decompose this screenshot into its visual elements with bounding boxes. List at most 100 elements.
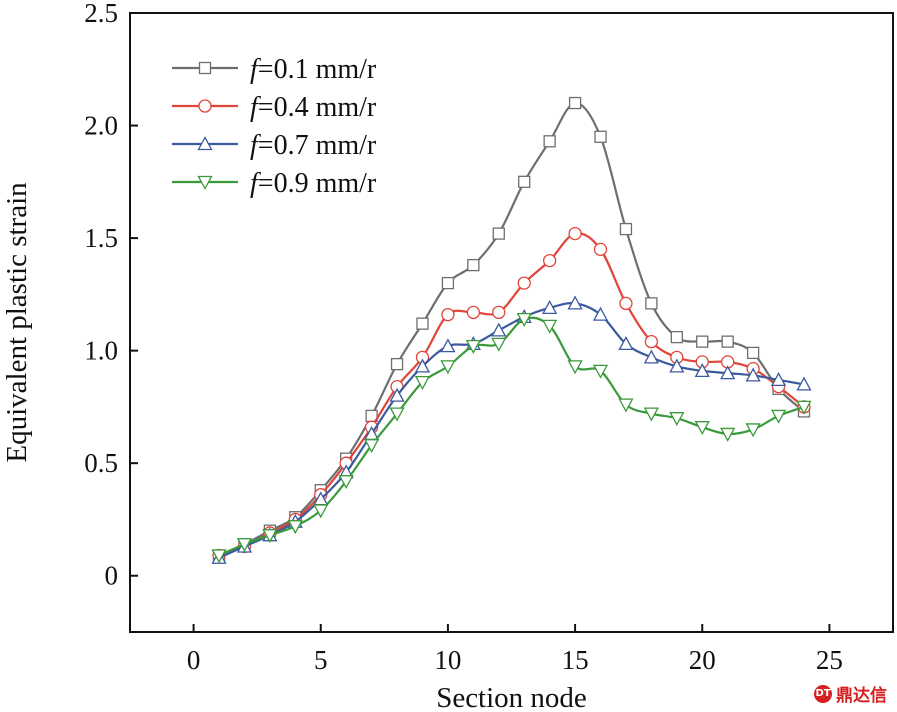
data-point bbox=[466, 305, 481, 320]
data-point bbox=[594, 130, 607, 143]
data-point bbox=[467, 258, 480, 272]
plot-frame bbox=[129, 12, 894, 633]
y-tick-label: 1.0 bbox=[84, 336, 118, 366]
watermark-text: 鼎达信 bbox=[836, 686, 887, 706]
y-tick-label: 2.0 bbox=[84, 111, 118, 141]
data-point bbox=[696, 335, 709, 348]
x-tick-label: 25 bbox=[816, 645, 843, 675]
data-point bbox=[542, 300, 558, 315]
data-point bbox=[745, 367, 761, 382]
data-point bbox=[746, 346, 760, 360]
data-point bbox=[796, 400, 812, 415]
data-point bbox=[491, 337, 507, 352]
legend-label-rest: =0.4 mm/r bbox=[258, 92, 377, 123]
legend-entry-2: f=0.4 mm/r bbox=[172, 92, 377, 123]
data-point bbox=[644, 334, 659, 349]
legend-entry-1: f=0.1 mm/r bbox=[172, 54, 377, 85]
data-point bbox=[770, 372, 787, 387]
legend-label-rest: =0.9 mm/r bbox=[258, 168, 377, 199]
data-point bbox=[619, 222, 633, 236]
data-point bbox=[416, 317, 429, 330]
data-point bbox=[389, 407, 405, 422]
y-tick-label: 0 bbox=[105, 561, 119, 591]
data-point bbox=[770, 409, 787, 424]
data-point bbox=[720, 365, 736, 380]
data-point bbox=[389, 387, 405, 402]
x-tick-label: 0 bbox=[187, 645, 201, 675]
data-point bbox=[694, 363, 710, 378]
data-point bbox=[720, 427, 736, 442]
data-point bbox=[414, 358, 431, 373]
legend-label-rest: =0.1 mm/r bbox=[258, 54, 377, 85]
data-point bbox=[796, 376, 812, 391]
legend-marker bbox=[198, 99, 212, 113]
data-point bbox=[441, 276, 455, 290]
data-point bbox=[441, 307, 455, 322]
data-point bbox=[669, 358, 685, 373]
data-point bbox=[543, 253, 557, 268]
data-point bbox=[414, 375, 431, 391]
data-point bbox=[592, 364, 609, 379]
data-point bbox=[516, 312, 532, 327]
data-point bbox=[492, 227, 505, 240]
series-4 bbox=[211, 312, 812, 564]
data-point bbox=[262, 529, 278, 544]
data-point bbox=[694, 421, 710, 436]
data-point bbox=[619, 296, 633, 311]
y-tick-label: 0.5 bbox=[84, 448, 118, 478]
data-point bbox=[643, 407, 659, 422]
legend-label: f=0.4 mm/r bbox=[250, 92, 377, 123]
legend-label-italic: f bbox=[250, 92, 261, 123]
legend-label-italic: f bbox=[250, 130, 261, 161]
legend-label-italic: f bbox=[250, 168, 261, 199]
data-point bbox=[236, 538, 253, 553]
data-point bbox=[364, 439, 380, 454]
data-point bbox=[670, 330, 683, 344]
watermark-logo: DT 鼎达信 bbox=[814, 681, 887, 706]
data-point bbox=[721, 335, 734, 348]
data-point bbox=[643, 349, 659, 364]
data-point bbox=[390, 357, 404, 371]
series-line bbox=[218, 316, 805, 557]
y-tick-label: 1.5 bbox=[84, 223, 118, 253]
data-point bbox=[593, 242, 608, 256]
logo-icon: DT bbox=[814, 684, 832, 703]
data-point bbox=[440, 338, 456, 353]
data-point bbox=[567, 360, 583, 375]
data-point bbox=[542, 319, 558, 334]
data-point bbox=[567, 295, 583, 310]
data-point bbox=[440, 360, 456, 375]
legend-label-italic: f bbox=[250, 54, 261, 85]
data-point bbox=[592, 306, 609, 321]
data-point bbox=[645, 297, 658, 310]
legend-marker bbox=[197, 175, 213, 190]
data-point bbox=[287, 520, 303, 535]
legend-label: f=0.1 mm/r bbox=[250, 54, 377, 85]
data-point bbox=[669, 412, 685, 427]
legend-label: f=0.7 mm/r bbox=[250, 130, 377, 161]
legend-marker bbox=[197, 136, 213, 151]
data-point bbox=[618, 398, 634, 413]
x-tick-label: 10 bbox=[434, 645, 461, 675]
data-point bbox=[543, 135, 556, 148]
y-tick-label: 2.5 bbox=[84, 0, 118, 28]
legend-label-rest: =0.7 mm/r bbox=[258, 130, 377, 161]
x-tick-label: 5 bbox=[314, 645, 328, 675]
legend-entry-3: f=0.7 mm/r bbox=[172, 130, 377, 161]
x-tick-label: 15 bbox=[562, 645, 589, 675]
legend-label: f=0.9 mm/r bbox=[250, 168, 377, 199]
data-point bbox=[518, 175, 531, 188]
data-point bbox=[491, 322, 507, 337]
legend-marker bbox=[198, 61, 212, 75]
x-tick-label: 20 bbox=[689, 645, 716, 675]
y-axis-label: Equivalent plastic strain bbox=[1, 182, 33, 463]
data-point bbox=[313, 504, 329, 519]
data-point bbox=[517, 276, 531, 290]
data-point bbox=[492, 305, 506, 320]
data-point bbox=[465, 339, 481, 354]
data-point bbox=[568, 226, 582, 241]
data-point bbox=[338, 475, 354, 490]
data-point bbox=[618, 336, 634, 351]
legend-entry-4: f=0.9 mm/r bbox=[172, 168, 377, 199]
